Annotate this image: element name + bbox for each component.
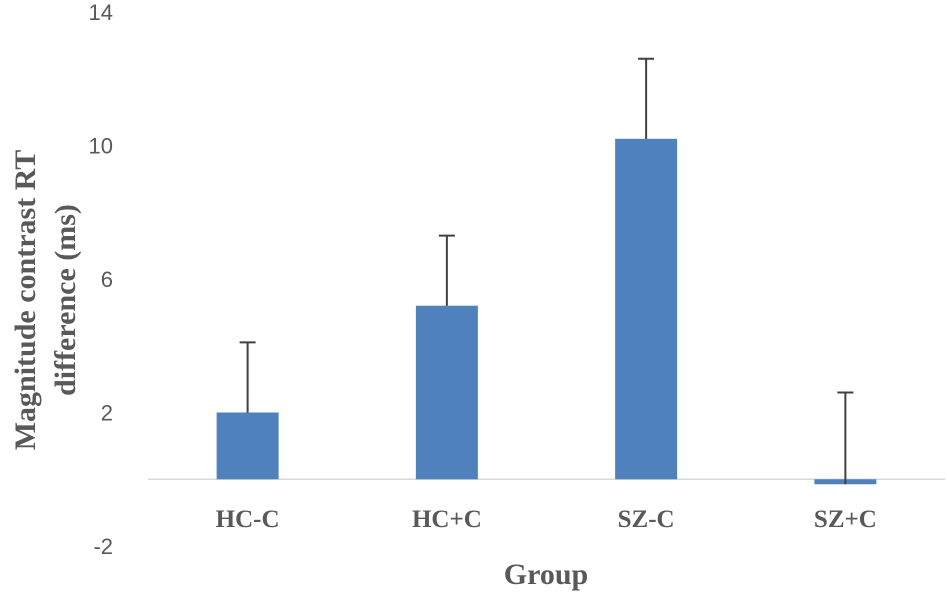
y-tick-label: 6 (101, 267, 113, 292)
bar-hcplusc (415, 305, 478, 480)
x-category-label: HC+C (412, 506, 482, 533)
y-tick-label: 10 (89, 134, 113, 159)
error-bars (239, 57, 854, 485)
bars (216, 138, 877, 485)
y-tick-label: 2 (101, 401, 113, 426)
y-axis-title-line1: Magnitude contrast RT (9, 150, 42, 451)
y-axis-title: Magnitude contrast RT difference (ms) (9, 150, 82, 451)
x-axis-categories: HC-C HC+C SZ-C SZ+C (216, 506, 877, 533)
x-axis-title: Group (504, 558, 588, 591)
y-tick-label: 14 (89, 0, 113, 25)
bar-hcminusc (216, 412, 279, 480)
y-axis-title-line2: difference (ms) (49, 204, 82, 396)
y-axis-ticks: -2 2 6 10 14 (89, 0, 113, 559)
x-category-label: HC-C (216, 506, 280, 533)
error-bar (638, 57, 655, 139)
y-tick-label: -2 (93, 534, 113, 559)
x-category-label: SZ-C (618, 506, 675, 533)
error-bar (438, 234, 455, 306)
bar-szminusc (615, 138, 678, 480)
error-bar (239, 341, 256, 413)
error-bar (837, 391, 854, 485)
x-category-label: SZ+C (814, 506, 877, 533)
